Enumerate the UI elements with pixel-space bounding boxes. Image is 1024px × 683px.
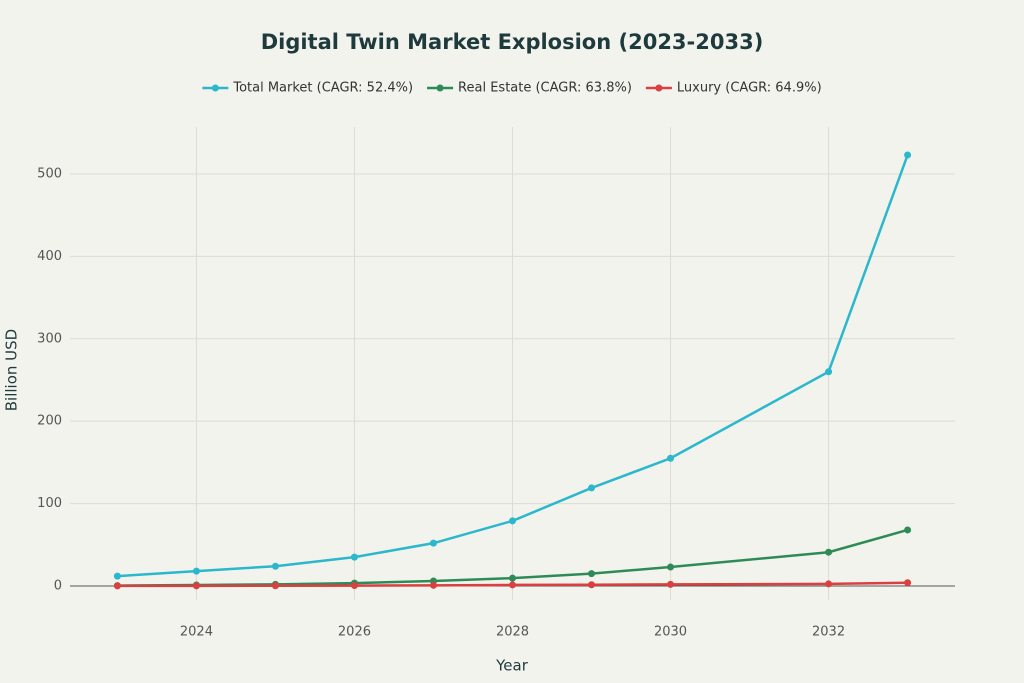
legend-item: Luxury (CAGR: 64.9%) [645,81,822,96]
marker [509,517,516,525]
legend-marker [436,84,444,92]
x-tick-label: 2024 [180,625,213,640]
y-tick-label: 400 [37,249,62,264]
marker [825,580,833,588]
marker [192,582,200,590]
legend-marker [655,84,663,92]
x-tick-label: 2032 [812,625,845,640]
line [117,581,908,588]
marker [350,553,358,561]
x-tick-label: 2028 [496,625,529,640]
line [117,154,909,578]
marker [667,563,675,571]
chart-title: Digital Twin Market Explosion (2023-2033… [261,30,764,54]
marker [825,548,833,556]
marker [271,582,279,590]
marker [904,579,912,587]
marker [588,570,596,578]
marker [825,368,833,376]
legend-label: Real Estate (CAGR: 63.8%) [458,81,632,96]
marker [667,580,675,588]
legend-label: Luxury (CAGR: 64.9%) [677,81,822,96]
marker [271,562,279,570]
marker [429,581,437,589]
legend-item: Total Market (CAGR: 52.4%) [202,81,413,96]
marker [113,572,121,580]
y-tick-label: 0 [54,578,62,593]
x-axis-label: Year [495,657,529,675]
legend: Total Market (CAGR: 52.4%) Real Estate (C… [202,81,822,96]
y-axis-label: Billion USD [3,329,21,411]
y-tick-label: 100 [37,496,62,511]
legend-item: Real Estate (CAGR: 63.8%) [427,81,632,96]
marker [350,582,358,590]
x-tick-label: 2026 [338,625,371,640]
marker [588,484,596,492]
marker [113,582,121,590]
x-tick-label: 2030 [654,625,687,640]
marker [429,539,437,547]
marker [904,151,912,159]
y-tick-label: 500 [37,166,62,181]
marker [904,526,912,534]
marker [192,567,200,575]
marker [509,574,516,582]
y-tick-label: 200 [37,414,62,429]
legend-marker [211,84,219,92]
y-tick-label: 300 [37,331,62,346]
marker [588,581,596,589]
marker [509,581,516,589]
legend-label: Total Market (CAGR: 52.4%) [232,81,413,96]
marker [667,454,675,462]
